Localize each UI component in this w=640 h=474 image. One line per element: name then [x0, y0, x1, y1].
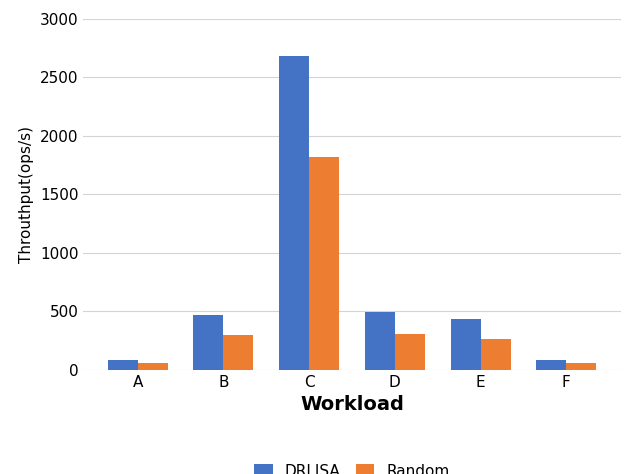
- Bar: [536, 360, 566, 370]
- Bar: [193, 315, 223, 370]
- Bar: [481, 339, 511, 370]
- Bar: [279, 56, 309, 370]
- Bar: [365, 312, 395, 370]
- Legend: DRLISA, Random: DRLISA, Random: [248, 457, 456, 474]
- Bar: [395, 334, 425, 370]
- Bar: [223, 335, 253, 370]
- Y-axis label: Throuthput(ops/s): Throuthput(ops/s): [19, 126, 34, 263]
- X-axis label: Workload: Workload: [300, 395, 404, 414]
- Bar: [451, 319, 481, 370]
- Bar: [309, 157, 339, 370]
- Bar: [138, 363, 168, 370]
- Bar: [566, 363, 596, 370]
- Bar: [108, 360, 138, 370]
